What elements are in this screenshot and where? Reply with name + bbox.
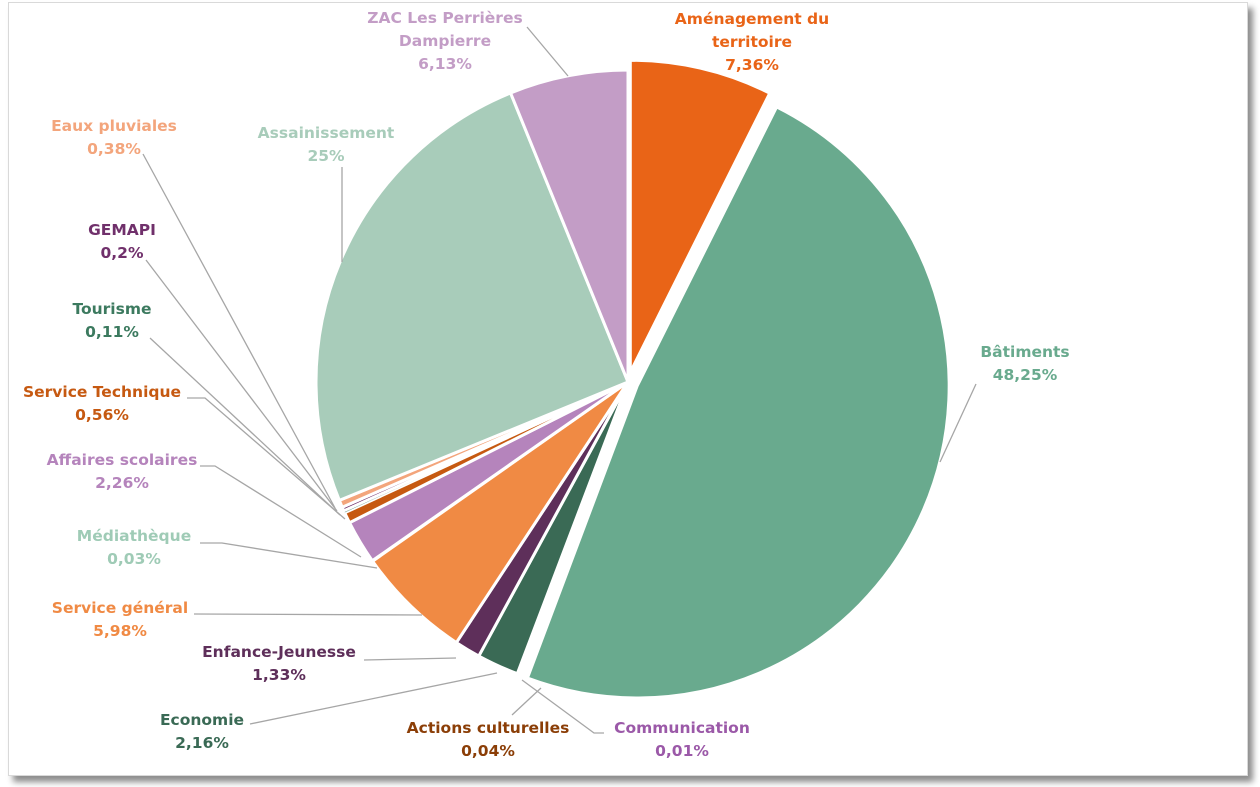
pie-slice-batiments — [525, 105, 951, 700]
slice-label-zac-les-perrieres-dampierre: ZAC Les Perrières Dampierre 6,13% — [367, 9, 522, 73]
slice-value-service-general: 5,98% — [93, 622, 147, 640]
pie-slice-zac-les-perrieres-dampierre — [509, 68, 630, 384]
slice-label-service-general: Service général 5,98% — [52, 599, 188, 640]
leader-line-affaires-scolaires — [200, 465, 362, 558]
slice-label-actions-culturelles: Actions culturelles 0,04% — [407, 719, 570, 760]
slice-value-mediatheque: 0,03% — [107, 550, 161, 568]
leader-line-enfance-jeunesse — [363, 657, 457, 661]
slice-name-zac-les-perrieres-dampierre-line-2: Dampierre — [399, 32, 491, 50]
slice-label-enfance-jeunesse: Enfance-Jeunesse 1,33% — [202, 643, 356, 684]
pie-slice-assainissement — [314, 91, 630, 502]
slice-value-amenagement-du-territoire: 7,36% — [725, 56, 779, 74]
slice-label-communication: Communication 0,01% — [614, 719, 750, 760]
slice-name-amenagement-du-territoire-line-2: territoire — [712, 33, 792, 51]
slice-name-actions-culturelles: Actions culturelles — [407, 719, 570, 737]
pie-slices — [314, 58, 951, 700]
slice-label-affaires-scolaires: Affaires scolaires 2,26% — [47, 451, 198, 492]
leader-line-service-technique — [187, 397, 346, 520]
slice-label-tourisme: Tourisme 0,11% — [72, 300, 151, 341]
slice-name-economie: Economie — [160, 711, 244, 729]
leader-line-service-general — [193, 613, 423, 616]
slice-name-zac-les-perrieres-dampierre-line-1: ZAC Les Perrières — [367, 9, 522, 27]
leader-line-mediatheque — [200, 542, 378, 569]
slice-value-zac-les-perrieres-dampierre: 6,13% — [418, 55, 472, 73]
slice-name-batiments: Bâtiments — [980, 343, 1069, 361]
leader-line-zac-les-perrieres-dampierre — [526, 26, 569, 77]
slice-name-service-general: Service général — [52, 599, 188, 617]
slice-value-assainissement: 25% — [307, 147, 345, 165]
slice-label-economie: Economie 2,16% — [160, 711, 244, 752]
leader-line-gemapi — [145, 259, 338, 512]
slice-value-gemapi: 0,2% — [101, 244, 144, 262]
slice-value-economie: 2,16% — [175, 734, 229, 752]
leader-line-communication — [521, 679, 604, 734]
leader-line-economie — [249, 672, 498, 725]
slice-name-service-technique: Service Technique — [23, 383, 181, 401]
slice-value-actions-culturelles: 0,04% — [461, 742, 515, 760]
slice-labels: Aménagement du territoire 7,36% Bâtiments 48… — [23, 9, 1070, 760]
slice-value-enfance-jeunesse: 1,33% — [252, 666, 306, 684]
slice-name-enfance-jeunesse: Enfance-Jeunesse — [202, 643, 356, 661]
slice-label-gemapi: GEMAPI 0,2% — [88, 221, 156, 262]
leader-line-actions-culturelles — [511, 687, 542, 716]
leader-lines — [142, 26, 977, 734]
slice-name-communication: Communication — [614, 719, 750, 737]
slice-name-assainissement: Assainissement — [258, 124, 395, 142]
slice-value-affaires-scolaires: 2,26% — [95, 474, 149, 492]
slice-name-gemapi: GEMAPI — [88, 221, 156, 239]
leader-line-eaux-pluviales — [142, 153, 336, 509]
slice-name-affaires-scolaires: Affaires scolaires — [47, 451, 198, 469]
leader-line-tourisme — [149, 337, 341, 516]
slice-value-service-technique: 0,56% — [75, 406, 129, 424]
slice-value-communication: 0,01% — [655, 742, 709, 760]
slice-label-mediatheque: Médiathèque 0,03% — [77, 527, 191, 568]
slice-label-service-technique: Service Technique 0,56% — [23, 383, 181, 424]
slice-label-eaux-pluviales: Eaux pluviales 0,38% — [51, 117, 177, 158]
slice-value-tourisme: 0,11% — [85, 323, 139, 341]
slice-name-eaux-pluviales: Eaux pluviales — [51, 117, 177, 135]
slice-name-amenagement-du-territoire-line-1: Aménagement du — [675, 10, 829, 28]
slice-label-assainissement: Assainissement 25% — [258, 124, 395, 165]
leader-line-batiments — [939, 383, 977, 463]
pie-slice-amenagement-du-territoire — [628, 58, 772, 374]
slice-value-eaux-pluviales: 0,38% — [87, 140, 141, 158]
slice-label-amenagement-du-territoire: Aménagement du territoire 7,36% — [675, 10, 829, 74]
slice-name-mediatheque: Médiathèque — [77, 527, 191, 545]
slice-value-batiments: 48,25% — [993, 366, 1058, 384]
slice-name-tourisme: Tourisme — [72, 300, 151, 318]
slice-label-batiments: Bâtiments 48,25% — [980, 343, 1069, 384]
